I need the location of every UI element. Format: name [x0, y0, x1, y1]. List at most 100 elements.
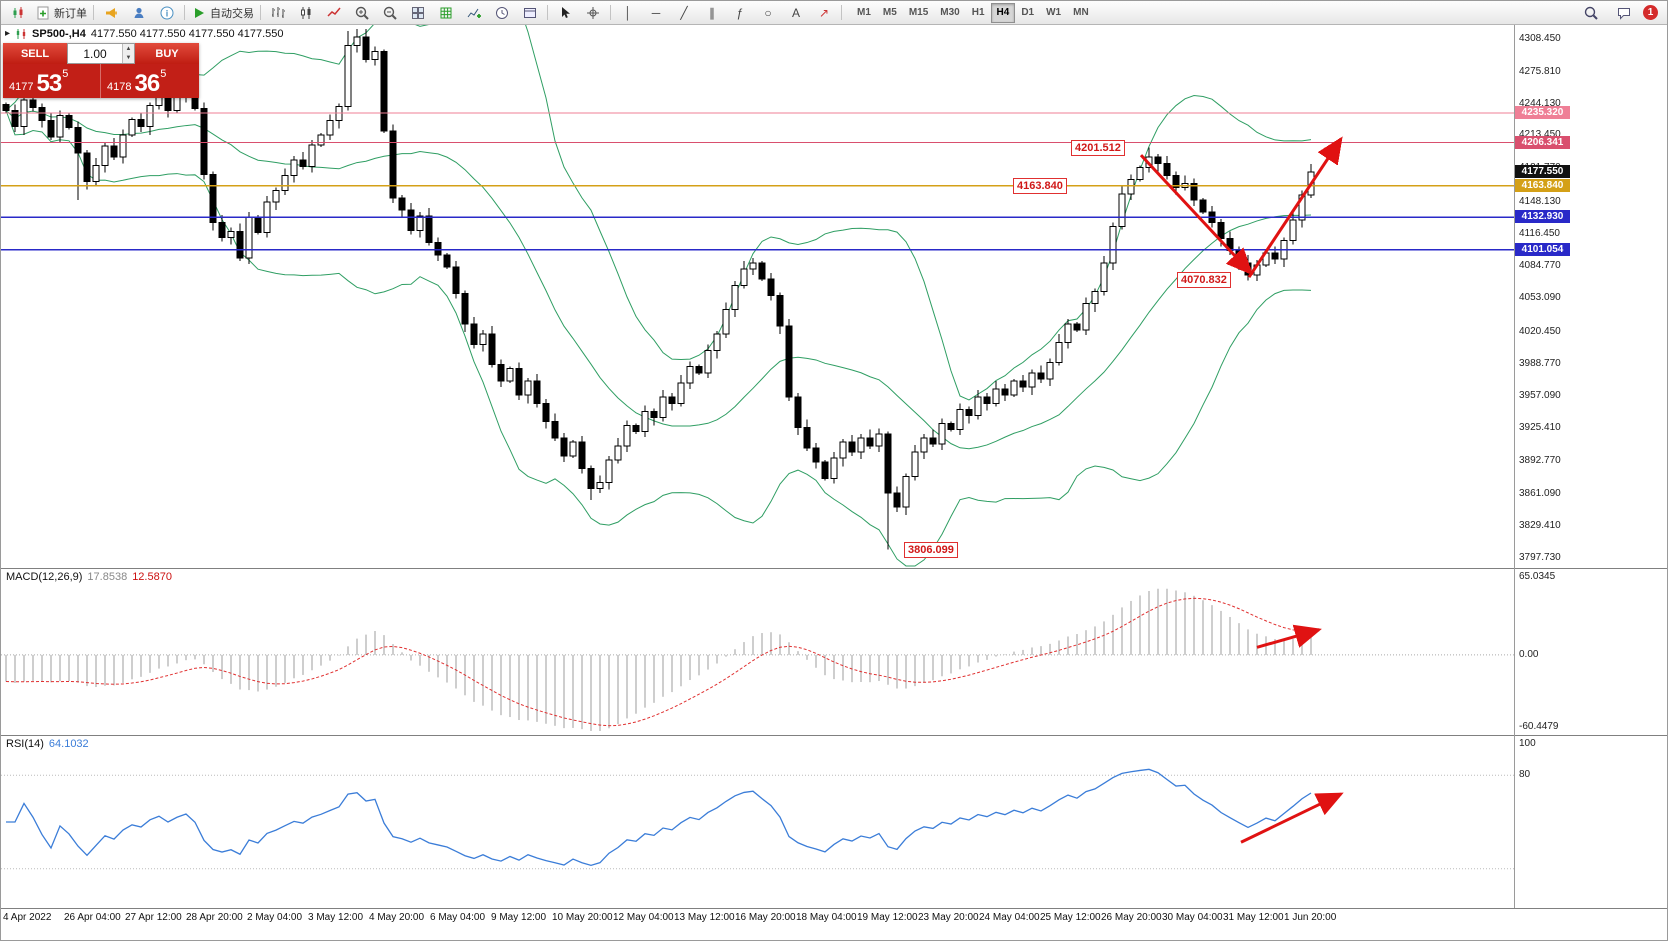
timeframe-mn[interactable]: MN	[1073, 7, 1089, 18]
price-callout[interactable]: 4163.840	[1013, 177, 1067, 194]
macd-axis-label: -60.4479	[1519, 721, 1559, 732]
arrows-tool-icon[interactable]: ↗	[818, 5, 830, 20]
search-icon[interactable]	[1577, 3, 1605, 23]
price-callout[interactable]: 4201.512	[1071, 139, 1125, 156]
zoom-out-icon[interactable]	[376, 3, 404, 23]
separator	[841, 5, 842, 20]
timeframe-m15[interactable]: M15	[908, 7, 929, 18]
volume-stepper[interactable]: ▲ ▼	[122, 44, 134, 63]
time-axis[interactable]: 4 Apr 2022 26 Apr 04:00 27 Apr 12:00 28 Apr…	[1, 908, 1667, 940]
shapes-icon[interactable]: ○	[764, 5, 772, 20]
buy-button[interactable]: BUY	[135, 43, 199, 64]
timeframe-m5[interactable]: M5	[882, 7, 897, 18]
megaphone-icon[interactable]	[97, 3, 125, 23]
time-axis-label: 12 May 04:00	[613, 912, 674, 923]
cursor-icon[interactable]	[551, 3, 579, 23]
macd-label: MACD(12,26,9) 17.8538 12.5870	[6, 571, 172, 583]
level-price-label[interactable]: 4132.930	[1515, 210, 1570, 224]
horizontal-line-icon[interactable]: ─	[651, 5, 661, 20]
bollinger-lower-band[interactable]	[5, 110, 1312, 567]
price-axis-tick: 4244.130	[1519, 98, 1561, 110]
level-price-label[interactable]: 4163.840	[1515, 178, 1570, 192]
timeframe-h4[interactable]: H4	[990, 2, 1016, 23]
macd-plot[interactable]	[1, 569, 1514, 735]
bollinger-upper-band[interactable]	[5, 25, 1312, 401]
time-axis-label: 4 May 20:00	[369, 912, 425, 923]
sell-button[interactable]: SELL	[3, 43, 67, 64]
auto-trading-label: 自动交易	[210, 7, 254, 20]
time-axis-label: 6 May 04:00	[430, 912, 486, 923]
bar-chart-icon[interactable]	[264, 3, 292, 23]
level-price-label[interactable]: 4206.341	[1515, 135, 1570, 149]
price-callout[interactable]: 4070.832	[1177, 272, 1231, 289]
info-icon[interactable]: i	[153, 3, 181, 23]
rsi-label: RSI(14) 64.1032	[6, 738, 89, 750]
macd-axis-label: 65.0345	[1519, 571, 1556, 582]
chat-icon[interactable]	[1610, 3, 1638, 23]
chart-properties-icon[interactable]	[516, 3, 544, 23]
rsi-line	[6, 768, 1312, 867]
main-chart-plot[interactable]	[1, 25, 1514, 568]
new-order-button[interactable]: 新订单	[32, 3, 90, 23]
zoom-in-icon[interactable]	[348, 3, 376, 23]
time-axis-label: 18 May 04:00	[796, 912, 857, 923]
macd-panel: MACD(12,26,9) 17.8538 12.5870 65.0345 0.0…	[1, 568, 1667, 735]
price-axis-tick: 4308.450	[1519, 32, 1561, 44]
period-clock-icon[interactable]	[488, 3, 516, 23]
timeframe-d1[interactable]: D1	[1021, 7, 1035, 18]
one-click-trading-panel: SELL 1.00 ▲ ▼ BUY 4177 53 5 4178 36 5	[3, 43, 199, 98]
channel-icon[interactable]: ∥	[709, 5, 715, 20]
toolbar: 新订单 i 自动交易 │ ─ ╱ ∥ ƒ ○ A ↗ M1 M5 M15 M30 H1 H…	[1, 1, 1667, 25]
candlestick-chart-icon[interactable]	[292, 3, 320, 23]
timeframe-w1[interactable]: W1	[1046, 7, 1062, 18]
sell-price[interactable]: 4177 53 5	[3, 64, 101, 98]
separator	[610, 5, 611, 20]
timeframe-m1[interactable]: M1	[857, 7, 871, 18]
price-axis-tick: 4084.770	[1519, 260, 1561, 272]
separator	[93, 5, 94, 20]
price-callout[interactable]: 3806.099	[904, 541, 958, 558]
spin-up-icon[interactable]: ▲	[123, 44, 134, 54]
grid-icon[interactable]	[432, 3, 460, 23]
symbol-period: SP500-,H4	[32, 28, 86, 40]
trade-panel-toggle[interactable]: ▸	[5, 28, 11, 39]
current-price-label[interactable]: 4177.550	[1515, 164, 1570, 178]
trend-arrow[interactable]	[1247, 136, 1343, 279]
line-chart-icon[interactable]	[320, 3, 348, 23]
time-axis-label: 30 May 04:00	[1162, 912, 1223, 923]
text-tool-icon[interactable]: A	[791, 5, 800, 20]
indicators-add-icon[interactable]	[460, 3, 488, 23]
notification-badge[interactable]: 1	[1643, 5, 1658, 20]
bollinger-middle-band[interactable]	[5, 110, 1312, 450]
macd-signal-line	[5, 597, 1312, 727]
chart-window-icon[interactable]	[4, 3, 32, 23]
timeframe-h1[interactable]: H1	[971, 7, 985, 18]
rsi-arrow[interactable]	[1240, 792, 1344, 844]
trend-arrow[interactable]	[1139, 154, 1254, 276]
new-order-label: 新订单	[54, 7, 87, 20]
crosshair-icon[interactable]	[579, 3, 607, 23]
profile-icon[interactable]	[125, 3, 153, 23]
time-axis-label: 10 May 20:00	[552, 912, 613, 923]
chart-header: ▸ SP500-,H4 4177.550 4177.550 4177.550 4…	[5, 28, 284, 40]
separator	[184, 5, 185, 20]
timeframe-m30[interactable]: M30	[940, 7, 960, 18]
auto-trading-button[interactable]: 自动交易	[188, 3, 257, 23]
price-axis-tick: 4020.450	[1519, 325, 1561, 337]
level-price-label[interactable]: 4101.054	[1515, 242, 1570, 256]
macd-arrow[interactable]	[1256, 624, 1322, 649]
time-axis-label: 19 May 12:00	[857, 912, 918, 923]
fibonacci-icon[interactable]: ƒ	[736, 5, 744, 20]
tile-windows-icon[interactable]	[404, 3, 432, 23]
trendline-icon[interactable]: ╱	[680, 5, 688, 20]
level-price-label[interactable]: 4235.320	[1515, 106, 1570, 120]
rsi-panel: RSI(14) 64.1032 100 80	[1, 735, 1667, 908]
volume-input[interactable]: 1.00 ▲ ▼	[67, 43, 135, 64]
symbol-chart-icon	[16, 29, 26, 39]
buy-price[interactable]: 4178 36 5	[107, 68, 167, 97]
spin-down-icon[interactable]: ▼	[123, 53, 134, 63]
price-axis-tick: 4275.810	[1519, 65, 1561, 77]
vertical-line-icon[interactable]: │	[624, 5, 632, 20]
rsi-plot[interactable]	[1, 736, 1514, 908]
time-axis-label: 24 May 04:00	[979, 912, 1040, 923]
